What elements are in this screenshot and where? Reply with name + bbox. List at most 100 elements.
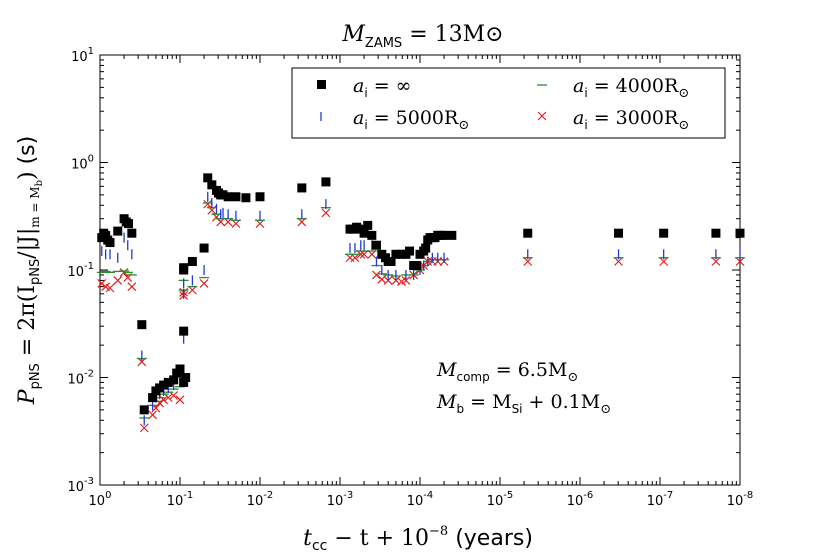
ylabel-unit: (s) (15, 136, 40, 172)
ylabel-eq: = 2π(I (15, 285, 40, 363)
point-inf (175, 364, 185, 374)
y-tick-label: 10-2 (67, 369, 94, 388)
xlabel-t: t (303, 526, 312, 551)
annot-rest: = 6.5M (490, 359, 568, 381)
x-tick-label: 10-4 (407, 490, 434, 509)
point-inf (169, 375, 179, 385)
title-sun-symbol: ⊙ (485, 22, 503, 47)
legend-rest: = 3000R (588, 107, 679, 129)
point-a3000 (255, 219, 265, 229)
point-a3000 (203, 199, 213, 209)
data-points (96, 173, 745, 433)
ylabel-j: /|J| (15, 228, 40, 259)
ylabel-p: P (15, 388, 40, 405)
point-inf (207, 180, 217, 190)
point-inf (412, 261, 422, 271)
point-inf (148, 393, 158, 403)
point-inf (711, 228, 721, 238)
legend-marker-inf (317, 80, 326, 89)
legend-sub: i (364, 86, 367, 100)
legend-var: a (573, 75, 584, 97)
point-inf (101, 230, 111, 240)
point-inf (137, 320, 147, 330)
title-var: M (341, 22, 365, 47)
point-a3000 (659, 257, 669, 266)
legend-label-inf: ai = ∞ (353, 75, 412, 100)
x-tick-label: 10-3 (327, 490, 354, 509)
xlabel-exp: −8 (429, 524, 448, 539)
ylabel-isub: pNS (28, 259, 43, 285)
point-a3000 (321, 208, 331, 218)
point-inf (297, 183, 307, 193)
series-a3000 (97, 199, 745, 433)
point-inf (523, 228, 533, 238)
annotation-mcomp: Mcomp = 6.5M⊙ (436, 359, 578, 385)
legend-label-a3000: ai = 3000R⊙ (573, 107, 689, 133)
legend-label-a5000: ai = 5000R⊙ (353, 107, 469, 133)
point-inf (105, 238, 115, 248)
x-tick-label: 100 (89, 490, 112, 509)
x-tick-label: 10-1 (167, 490, 194, 509)
x-tick-label: 10-5 (487, 490, 514, 509)
annot-sub: b (456, 402, 464, 416)
x-axis-ticks: 100 10-1 10-2 10-3 10-4 10-5 10-6 10-7 10-8 (89, 55, 753, 509)
y-tick-label: 10-3 (67, 476, 94, 495)
point-inf (113, 226, 123, 236)
annot-sun: ⊙ (567, 370, 578, 385)
point-inf (391, 249, 401, 259)
point-a3000 (523, 257, 533, 266)
x-tick-label: 10-7 (647, 490, 674, 509)
point-inf (223, 192, 233, 202)
point-a3000 (372, 270, 381, 280)
point-a3000 (139, 423, 149, 433)
annot-sun: ⊙ (600, 402, 611, 417)
point-a3000 (113, 275, 123, 285)
point-inf (179, 326, 189, 336)
point-inf (421, 243, 431, 253)
title-sub: ZAMS (365, 36, 402, 51)
y-axis-label: PpNS = 2π(IpNS/|J|m = Mb) (s) (15, 136, 45, 405)
point-a3000 (231, 219, 241, 229)
legend-rest: = 5000R (368, 107, 459, 129)
point-inf (231, 192, 241, 202)
title-rest: = 13M (402, 22, 485, 47)
point-a3000 (105, 283, 115, 293)
point-inf (321, 177, 331, 187)
series-inf (97, 173, 745, 415)
ylabel-psub: pNS (28, 363, 43, 389)
legend-sun: ⊙ (678, 118, 689, 133)
ylabel-jsubsub: b (34, 180, 45, 186)
xlabel-cc: cc (312, 538, 327, 554)
annot-mid: = M (464, 391, 511, 413)
point-a3000 (148, 410, 158, 420)
legend-sub: i (364, 118, 367, 132)
annotation-mb: Mb = MSi + 0.1M⊙ (436, 391, 611, 417)
point-inf (367, 230, 377, 240)
legend: ai = ∞ ai = 5000R⊙ ai = 4000R⊙ ai = 3000… (291, 67, 726, 139)
legend-rest: = 4000R (588, 75, 679, 97)
point-inf (405, 246, 415, 256)
ylabel-jsub: m = M (28, 186, 42, 227)
legend-marker-a3000 (537, 111, 547, 121)
point-inf (179, 265, 189, 275)
point-inf (163, 377, 173, 387)
legend-sub: i (584, 86, 587, 100)
annot-sub2: Si (512, 402, 523, 416)
x-tick-label: 10-2 (247, 490, 274, 509)
point-a3000 (127, 282, 137, 292)
legend-var: a (573, 107, 584, 129)
x-tick-label: 10-6 (567, 490, 594, 509)
legend-sub: i (584, 118, 587, 132)
point-a3000 (711, 257, 721, 266)
point-inf (371, 240, 381, 250)
legend-rest: = ∞ (368, 75, 412, 97)
chart-title: MZAMS = 13M⊙ (341, 22, 503, 51)
point-inf (179, 377, 189, 387)
annot-rest: + 0.1M (523, 391, 601, 413)
point-inf (363, 220, 373, 230)
point-inf (127, 228, 137, 238)
point-a3000 (735, 257, 745, 266)
point-a3000 (350, 253, 360, 263)
point-inf (187, 256, 197, 266)
